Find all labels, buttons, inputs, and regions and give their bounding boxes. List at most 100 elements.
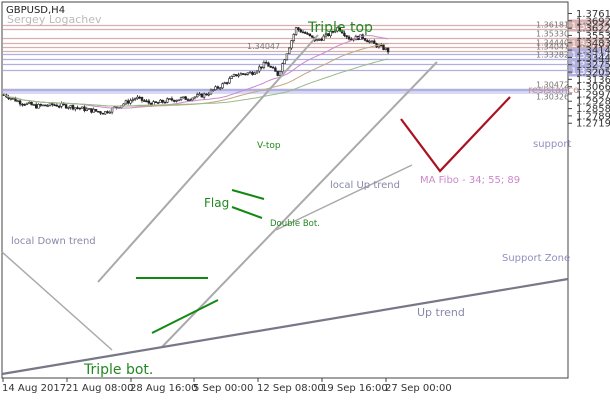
candle-body — [237, 74, 240, 77]
candle-body — [189, 99, 192, 102]
candle-body — [285, 53, 289, 61]
candle-body — [186, 99, 190, 101]
candle-body — [122, 103, 125, 106]
support-zone-band — [3, 88, 568, 94]
candle-body — [294, 27, 298, 35]
candle-body — [336, 26, 339, 32]
level-value-label: 1.34440 — [536, 39, 569, 48]
candle-body — [299, 29, 302, 33]
channel-lower-line — [161, 61, 438, 348]
candle-body — [193, 96, 197, 99]
candle-body — [99, 111, 102, 114]
candle-body — [138, 96, 141, 99]
candle-body — [170, 98, 174, 101]
candle-body — [127, 100, 130, 104]
candle-body — [207, 93, 210, 96]
candle-body — [131, 99, 134, 101]
candle-body — [168, 98, 171, 100]
candle-body — [347, 36, 351, 40]
y-tick-label: 1.34140 — [576, 46, 610, 57]
annotation-up-trend: Up trend — [417, 306, 465, 319]
candle-body — [177, 99, 180, 102]
candle-body — [292, 34, 295, 41]
candle-body — [198, 93, 201, 96]
candle-body — [228, 78, 231, 84]
candle-body — [212, 89, 215, 92]
candle-body — [184, 96, 187, 100]
candle-body — [9, 97, 13, 100]
candle-body — [301, 31, 305, 34]
annotation-resistance: resistance — [528, 85, 579, 96]
candle-body — [69, 105, 72, 108]
candle-body — [269, 66, 272, 68]
y-tick-label: 1.32750 — [576, 60, 610, 71]
candle-body — [209, 89, 213, 95]
candle-body — [78, 107, 82, 110]
candle-body — [140, 96, 144, 101]
candle-body — [39, 104, 43, 106]
candle-body — [379, 44, 383, 47]
level-price-label: 1.36520 — [571, 22, 608, 32]
candle-body — [94, 109, 98, 112]
x-tick-label: 19 Sep 16:00 — [321, 383, 388, 394]
flag-small-bottom-line — [231, 206, 263, 219]
candle-body — [338, 26, 341, 32]
candle-body — [64, 104, 68, 109]
x-tick-label: 27 Sep 00:00 — [385, 383, 452, 394]
candle-body — [253, 72, 256, 75]
symbol-label: GBPUSD,H4 — [6, 5, 65, 16]
candle-body — [97, 110, 100, 113]
y-tick-label: 1.28580 — [576, 104, 610, 115]
annotation-local-down-trend: local Down trend — [11, 236, 96, 247]
candle-body — [262, 62, 266, 68]
annotation-ma-fibo-34-55-89: MA Fibo - 34; 55; 89 — [420, 175, 520, 186]
candle-body — [306, 33, 309, 35]
candle-body — [71, 105, 75, 110]
candle-body — [264, 62, 268, 64]
candle-body — [370, 40, 374, 43]
candle-body — [271, 66, 275, 69]
candle-body — [16, 100, 19, 103]
candle-body — [30, 102, 33, 106]
y-tick-label: 1.36920 — [576, 16, 610, 27]
candle-body — [46, 105, 49, 107]
annotation-support: support — [533, 139, 571, 150]
level-price-box — [569, 37, 609, 50]
flag-small-top-line — [231, 189, 265, 200]
candle-body — [129, 100, 132, 104]
candle-body — [248, 71, 252, 74]
candle-body — [214, 86, 217, 91]
candle-body — [83, 106, 86, 111]
candle-body — [225, 82, 229, 84]
annotation-double-bot-: Double Bot. — [270, 219, 320, 229]
y-tick-label: 1.27190 — [576, 119, 610, 130]
candle-body — [320, 39, 323, 41]
candle-body — [106, 111, 109, 114]
local-up-trend-line — [275, 164, 413, 231]
candle-body — [278, 71, 282, 76]
candle-body — [44, 104, 47, 107]
horizontal-levels: 1.365201.361811.353301.347971.344401.340… — [3, 19, 609, 102]
candle-body — [175, 100, 178, 102]
candle-body — [216, 86, 220, 89]
candle-body — [242, 73, 245, 75]
candle-body — [182, 96, 185, 99]
candle-body — [179, 97, 183, 101]
level-price-label: 1.33742 — [571, 51, 608, 61]
candle-body — [386, 47, 390, 53]
level-price-label: 1.32237 — [571, 67, 608, 77]
y-tick-label: 1.34830 — [576, 38, 610, 49]
candle-body — [232, 74, 236, 77]
candle-body — [14, 97, 17, 102]
annotation-triple-bot-: Triple bot. — [83, 362, 153, 378]
level-value-label: 1.33282 — [536, 51, 569, 60]
candle-body — [110, 107, 114, 113]
candle-body — [384, 47, 387, 50]
candle-body — [290, 40, 293, 49]
annotation-support-zone: Support Zone — [502, 253, 570, 264]
candle-body — [366, 40, 369, 43]
candle-body — [34, 104, 38, 109]
